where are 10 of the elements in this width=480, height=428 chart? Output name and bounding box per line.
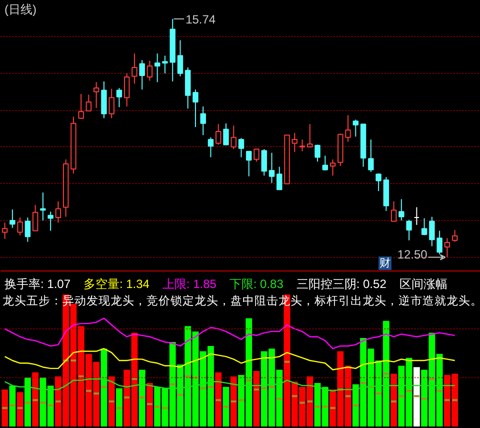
text: 上限: 1.85	[162, 277, 217, 292]
text: 下限: 0.83	[229, 277, 284, 292]
text: 区间涨幅	[399, 277, 448, 292]
chart-title: (日线)	[4, 2, 36, 16]
text: 三阳控三阴: 0.52	[296, 277, 387, 292]
annotation: 12.50	[397, 247, 428, 262]
text: 多空量: 1.34	[83, 277, 150, 292]
annotation: 财	[380, 256, 390, 270]
annotation: 15.74	[186, 12, 216, 26]
series-label: 换手率: 1.07	[4, 277, 71, 292]
